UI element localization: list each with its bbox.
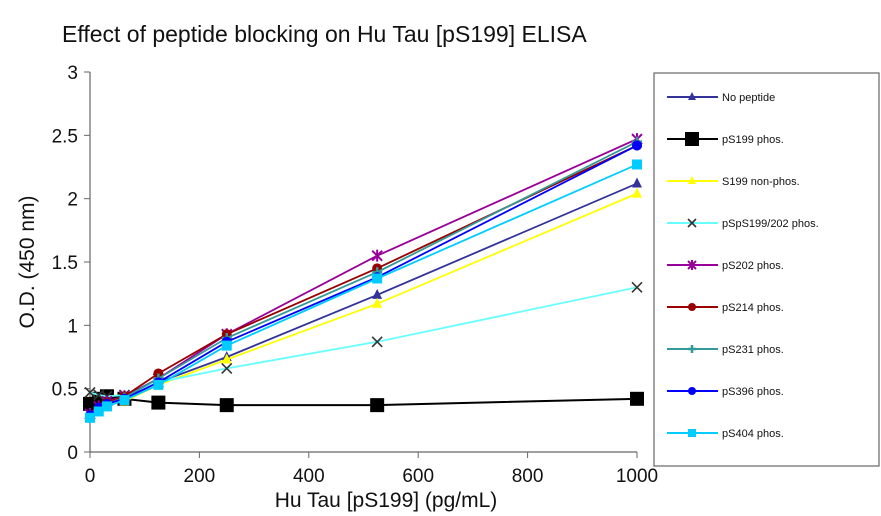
y-tick-label: 1 bbox=[67, 316, 78, 337]
series-line bbox=[89, 286, 638, 398]
legend-label: pS231 phos. bbox=[722, 344, 784, 356]
x-axis: 0 200 400 600 800 1000 bbox=[85, 452, 658, 487]
y-tick-label: 2 bbox=[67, 190, 78, 211]
x-tick-label: 0 bbox=[85, 466, 96, 487]
x-tick-label: 200 bbox=[184, 466, 216, 487]
data-point bbox=[93, 406, 104, 417]
data-point bbox=[221, 362, 233, 374]
data-point bbox=[371, 336, 383, 348]
data-point bbox=[632, 140, 642, 151]
data-point bbox=[151, 395, 166, 410]
legend-label: No peptide bbox=[722, 92, 775, 104]
legend-item: No peptide bbox=[667, 92, 775, 104]
series-line bbox=[89, 144, 638, 416]
data-point bbox=[688, 176, 696, 184]
legend-item: pSpS199/202 phos. bbox=[667, 218, 819, 230]
legend-label: pS404 phos. bbox=[722, 428, 784, 440]
data-point bbox=[372, 273, 383, 284]
data-point bbox=[687, 260, 697, 270]
data-point bbox=[631, 281, 643, 293]
legend-item: pS231 phos. bbox=[667, 344, 784, 356]
x-axis-label: Hu Tau [pS199] (pg/mL) bbox=[275, 489, 498, 512]
series-layer bbox=[83, 133, 644, 423]
data-point bbox=[219, 398, 234, 413]
data-point bbox=[371, 249, 383, 262]
chart-title: Effect of peptide blocking on Hu Tau [pS… bbox=[62, 21, 587, 47]
data-point bbox=[688, 303, 696, 311]
data-point bbox=[101, 401, 112, 412]
legend-item: pS214 phos. bbox=[667, 302, 784, 314]
data-point bbox=[632, 159, 642, 170]
y-axis: 0 0.5 1 1.5 2 2.5 3 bbox=[52, 63, 90, 464]
data-point bbox=[370, 398, 385, 413]
legend-item: S199 non-phos. bbox=[667, 176, 800, 188]
series-line bbox=[89, 138, 638, 415]
legend-item: pS396 phos. bbox=[667, 386, 784, 398]
legend-item: pS202 phos. bbox=[667, 260, 784, 272]
data-point bbox=[632, 187, 642, 198]
y-tick-label: 2.5 bbox=[52, 126, 78, 147]
data-point bbox=[153, 379, 164, 390]
data-point bbox=[153, 368, 164, 379]
legend-item: pS199 phos. bbox=[667, 132, 784, 146]
data-point bbox=[221, 340, 232, 351]
y-tick-label: 0 bbox=[67, 443, 78, 464]
data-point bbox=[630, 391, 644, 406]
series-8 bbox=[85, 159, 642, 423]
y-tick-label: 0.5 bbox=[52, 380, 78, 401]
series-1 bbox=[83, 389, 644, 413]
legend-label: pS396 phos. bbox=[722, 386, 784, 398]
data-point bbox=[688, 429, 696, 437]
data-point bbox=[685, 132, 699, 146]
legend: No peptide pS199 phos. S199 non-phos. pSpS1… bbox=[653, 72, 880, 467]
data-point bbox=[221, 353, 232, 364]
data-point bbox=[85, 412, 95, 423]
data-point bbox=[687, 218, 697, 228]
y-axis-label: O.D. (450 nm) bbox=[16, 195, 39, 328]
x-tick-label: 800 bbox=[512, 466, 544, 487]
legend-label: pSpS199/202 phos. bbox=[722, 218, 819, 230]
data-point bbox=[688, 387, 696, 395]
series-2 bbox=[85, 187, 642, 418]
data-point bbox=[119, 395, 130, 406]
data-point bbox=[688, 92, 696, 100]
y-tick-label: 1.5 bbox=[52, 253, 78, 274]
y-tick-label: 3 bbox=[67, 63, 78, 84]
x-tick-label: 1000 bbox=[616, 466, 658, 487]
series-line bbox=[89, 395, 638, 407]
data-point bbox=[84, 386, 96, 399]
data-point bbox=[688, 345, 696, 353]
legend-label: pS202 phos. bbox=[722, 260, 784, 272]
x-tick-label: 600 bbox=[402, 466, 434, 487]
legend-item: pS404 phos. bbox=[667, 428, 784, 440]
data-point bbox=[372, 297, 383, 308]
legend-label: pS199 phos. bbox=[722, 134, 784, 146]
x-tick-label: 400 bbox=[293, 466, 325, 487]
legend-label: pS214 phos. bbox=[722, 302, 784, 314]
legend-label: S199 non-phos. bbox=[722, 176, 800, 188]
data-point bbox=[632, 177, 642, 188]
data-point bbox=[372, 288, 383, 299]
